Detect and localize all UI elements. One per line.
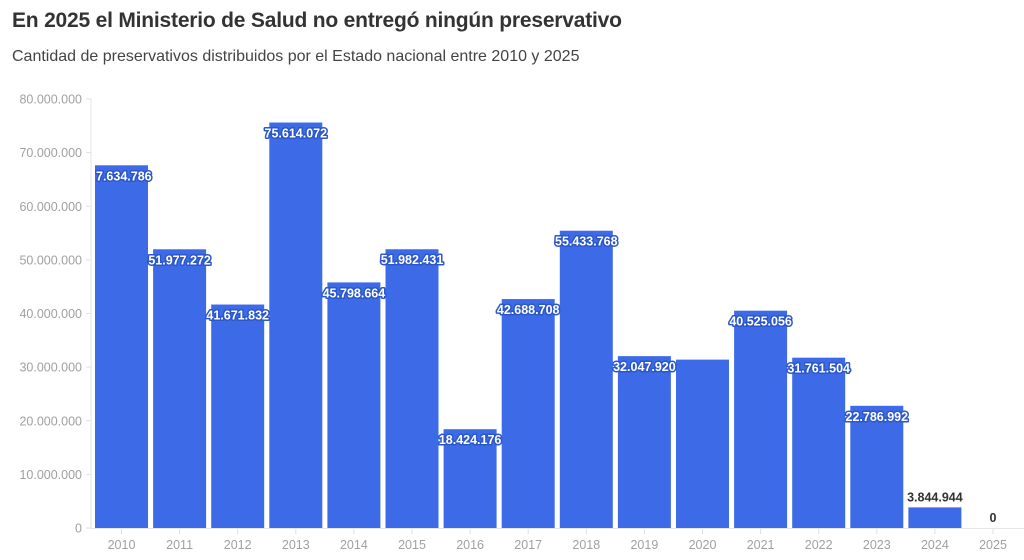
bar-2019 <box>617 356 671 528</box>
bars <box>95 122 962 529</box>
y-tick-label: 60.000.000 <box>19 200 82 214</box>
bar-2013 <box>269 122 323 529</box>
y-tick-label: 10.000.000 <box>19 468 82 482</box>
y-tick-label: 0 <box>75 522 82 536</box>
x-tick-label: 2013 <box>282 538 310 552</box>
bar-2023 <box>850 405 904 528</box>
bar-2014 <box>327 282 381 528</box>
x-tick-label: 2018 <box>572 538 600 552</box>
bar-2022 <box>792 357 846 528</box>
data-label-2010: 7.634.786 <box>96 169 152 183</box>
bar-2016 <box>443 429 497 528</box>
chart-title: En 2025 el Ministerio de Salud no entreg… <box>12 9 622 32</box>
x-tick-label: 2024 <box>921 538 949 552</box>
bar-2018 <box>559 230 613 528</box>
bar-2011 <box>153 249 207 528</box>
data-label-2013: 75.614.072 <box>265 127 328 141</box>
data-label-2023: 22.786.992 <box>846 410 909 424</box>
y-tick-label: 80.000.000 <box>19 93 82 107</box>
x-tick-label: 2016 <box>456 538 484 552</box>
x-tick-label: 2014 <box>340 538 368 552</box>
y-tick-label: 50.000.000 <box>19 253 82 267</box>
data-label-2012: 41.671.832 <box>206 309 269 323</box>
x-tick-label: 2011 <box>166 538 193 552</box>
y-tick-label: 40.000.000 <box>19 307 82 321</box>
y-tick-label: 20.000.000 <box>19 414 82 428</box>
y-tick-label: 70.000.000 <box>19 146 82 160</box>
data-labels: 7.634.786 51.977.272 41.671.832 75.614.072 4… <box>95 125 999 526</box>
data-label-2024: 3.844.944 <box>907 490 963 504</box>
x-tick-label: 2020 <box>689 538 717 552</box>
bar-2020 <box>676 359 729 528</box>
x-tick-label: 2015 <box>398 538 426 552</box>
x-tick-label: 2022 <box>805 538 833 552</box>
x-tick-label: 2010 <box>108 538 136 552</box>
bar-2012 <box>211 304 265 528</box>
bar-2021 <box>734 310 788 528</box>
data-label-2017: 42.688.708 <box>497 303 560 317</box>
data-label-2018: 55.433.768 <box>555 235 618 249</box>
x-tick-label: 2023 <box>863 538 891 552</box>
chart-subtitle: Cantidad de preservativos distribuidos p… <box>12 48 580 65</box>
bar-2024 <box>908 507 962 528</box>
y-axis: 0 10.000.000 20.000.000 30.000.000 40.000.00… <box>19 93 92 536</box>
data-label-2019: 32.047.920 <box>613 360 676 374</box>
data-label-2011: 51.977.272 <box>148 253 211 267</box>
bar-2010 <box>95 165 148 528</box>
data-label-2014: 45.798.664 <box>323 286 386 300</box>
data-label-2021: 40.525.056 <box>729 315 792 329</box>
x-tick-label: 2012 <box>224 538 252 552</box>
x-tick-label: 2021 <box>747 538 775 552</box>
x-axis: 2010 2011 2012 2013 2014 2015 2016 2017 2018 2019… <box>91 528 1024 552</box>
y-tick-label: 30.000.000 <box>19 361 82 375</box>
bar-2017 <box>501 299 555 528</box>
data-label-2016: 18.424.176 <box>439 433 502 447</box>
x-tick-label: 2017 <box>514 538 542 552</box>
bar-2015 <box>385 249 439 529</box>
data-label-2015: 51.982.431 <box>381 253 444 267</box>
data-label-2022: 31.761.504 <box>787 362 850 376</box>
data-label-2025: 0 <box>990 511 997 525</box>
x-tick-label: 2025 <box>979 538 1007 552</box>
x-tick-label: 2019 <box>630 538 658 552</box>
